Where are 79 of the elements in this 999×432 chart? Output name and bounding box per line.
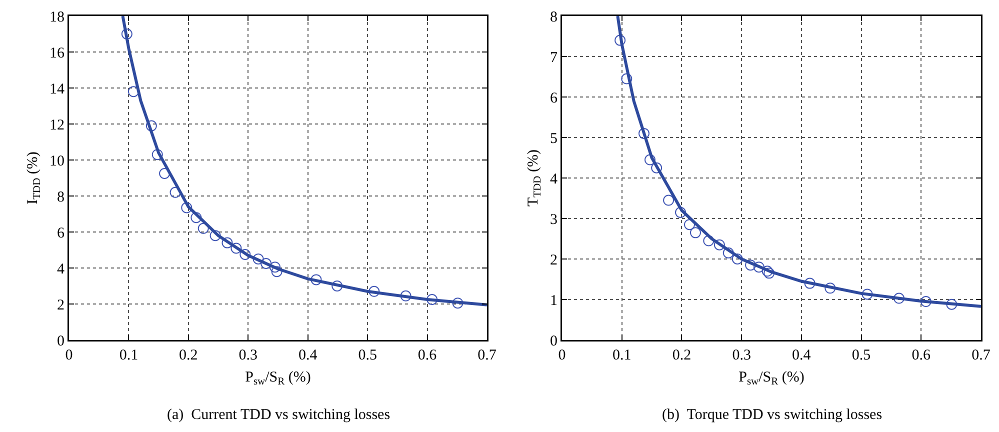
point	[222, 237, 233, 248]
point	[946, 298, 958, 310]
point	[920, 296, 932, 308]
point	[862, 288, 873, 300]
point	[690, 227, 701, 238]
x-tick-label: 0.3	[238, 348, 258, 364]
y-tick-label: 1	[550, 292, 558, 309]
x-tick-label: 0.6	[418, 348, 438, 364]
point	[332, 280, 343, 292]
y-tick-label: 4	[57, 261, 65, 278]
y-tick-label: 4	[550, 171, 558, 188]
point	[638, 128, 650, 139]
point	[260, 258, 272, 269]
x-tick-label: 0.2	[672, 348, 692, 364]
point	[181, 202, 192, 214]
point	[703, 235, 714, 246]
x-tick-label: 0.7	[972, 348, 991, 364]
point	[614, 34, 626, 46]
point	[714, 239, 725, 250]
point	[663, 194, 674, 206]
y-tick-label: 3	[550, 212, 558, 228]
point	[230, 242, 242, 254]
point	[621, 73, 632, 84]
point	[368, 286, 380, 297]
line-series	[616, 16, 981, 308]
point	[732, 254, 743, 264]
point	[252, 254, 264, 264]
x-tick-label: 0.1	[119, 348, 138, 364]
y-tick-label: 6	[550, 90, 558, 106]
point	[452, 298, 464, 309]
point	[121, 28, 132, 40]
point	[146, 120, 157, 132]
point	[240, 249, 251, 260]
y-tick-label: 10	[50, 153, 64, 170]
point	[210, 230, 221, 242]
y-tick-label: 0	[550, 333, 558, 350]
y-tick-label: 2	[550, 252, 558, 268]
x-tick-label: 0.4	[298, 348, 318, 364]
text: (b) Torque TDD vs switching losses	[662, 407, 882, 423]
point	[400, 290, 412, 302]
x-axis-title: P$_{sw}$/S$_{R}$ (%)	[245, 369, 311, 388]
point	[722, 247, 734, 258]
x-tick-label: 0.2	[179, 348, 198, 364]
x-tick-label: 0.5	[358, 348, 377, 364]
y-tick-label: 7	[550, 50, 558, 66]
point	[152, 149, 163, 160]
point	[190, 212, 202, 224]
point	[651, 162, 662, 174]
point	[804, 278, 816, 289]
y-tick-label: 0	[57, 333, 64, 350]
point	[270, 262, 281, 273]
point	[198, 222, 209, 234]
x-tick-label: 0.4	[792, 348, 812, 364]
point	[745, 260, 756, 271]
text: (a) Current TDD vs switching losses	[167, 407, 390, 423]
y-tick-label: 2	[57, 297, 64, 314]
x-axis-title: P$_{sw}$/S$_{R}$ (%)	[738, 369, 804, 388]
y-tick-label: 16	[50, 45, 65, 62]
point	[675, 206, 686, 218]
y-tick-label: 8	[57, 189, 64, 206]
point	[894, 292, 904, 304]
y-tick-label: 12	[50, 117, 64, 134]
point	[426, 294, 438, 305]
x-tick-label: 0.5	[852, 348, 871, 364]
point	[310, 274, 322, 286]
y-tick-label: 5	[550, 130, 558, 147]
y-tick-label: 8	[550, 9, 558, 26]
point	[644, 154, 656, 166]
y-tick-label: 14	[50, 81, 65, 98]
x-tick-label: 0.6	[912, 348, 932, 364]
point	[753, 262, 764, 273]
x-tick-label: 0.7	[478, 348, 497, 364]
x-tick-label: 0.3	[732, 348, 751, 364]
point	[271, 266, 282, 278]
y-tick-label: 18	[50, 9, 64, 26]
point	[824, 282, 836, 294]
x-tick-label: 0.1	[612, 348, 632, 364]
y-tick-label: 6	[57, 225, 65, 242]
line-series	[121, 16, 487, 306]
